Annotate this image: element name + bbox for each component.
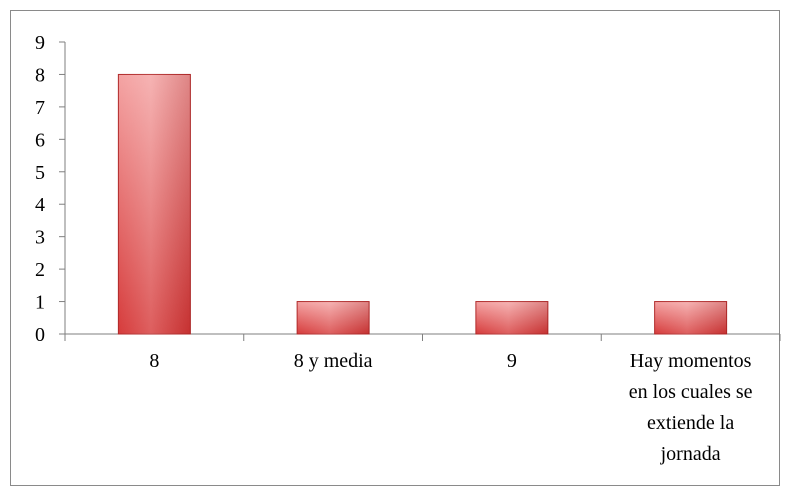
y-tick-label: 9	[35, 32, 45, 54]
bars	[117, 73, 728, 335]
labels: 8 8 y media 9 Hay momentos en los cuales se e…	[149, 350, 752, 465]
y-tick-label: 8	[35, 64, 45, 86]
x-category-label: Hay momentos en los cuales se extiende la j…	[629, 350, 753, 465]
x-category-label: 8 y media	[294, 350, 373, 372]
y-tick-label: 0	[35, 324, 45, 346]
x-category-label: 8	[149, 350, 159, 372]
y-tick-label: 5	[35, 162, 45, 184]
y-tick-label: 4	[35, 194, 45, 216]
bar-group	[117, 73, 191, 335]
bar-group	[654, 301, 728, 335]
y-tick-label: 7	[35, 97, 45, 119]
bar-shine	[654, 301, 727, 334]
y-tick-label: 6	[35, 129, 45, 151]
y-tick-label: 2	[35, 259, 45, 281]
y-tick-label: 3	[35, 227, 45, 249]
y-tick-label: 1	[35, 292, 45, 314]
bar-shine	[118, 74, 191, 334]
bar-shine	[297, 301, 370, 334]
bar-group	[475, 301, 549, 335]
bar-group	[296, 301, 370, 335]
x-category-label: 9	[507, 350, 517, 372]
bar-shine	[475, 301, 548, 334]
